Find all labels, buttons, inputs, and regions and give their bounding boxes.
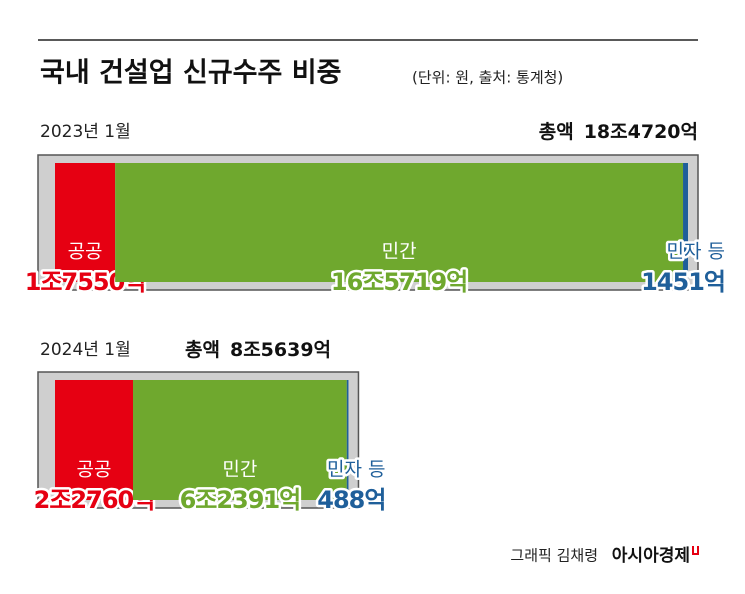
bar-segment [346, 380, 349, 500]
period-label: 2024년 1월 [40, 340, 131, 360]
title: 국내 건설업 신규수주 비중 [40, 58, 341, 89]
credit: 그래픽 김채령 [510, 547, 598, 565]
value-label: 1451억 [641, 268, 725, 296]
value-label: 16조5719억 [331, 268, 467, 296]
value-label: 1조7550억 [25, 268, 146, 296]
total-label: 총액 [539, 121, 574, 143]
value-label: 488억 [317, 486, 385, 514]
total-value: 8조5639억 [230, 339, 331, 361]
bar-segment [115, 163, 684, 282]
segment-name: 민자 등 [667, 241, 725, 263]
total-value: 18조4720억 [584, 121, 698, 143]
value-label: 6조2391억 [180, 486, 301, 514]
total-label: 총액 [185, 339, 220, 361]
segment-name: 민자 등 [327, 459, 385, 481]
bar-segment [683, 163, 688, 282]
brand: 아시아경제 [612, 546, 690, 566]
brand-mark [692, 546, 699, 555]
bar-segment [55, 380, 133, 500]
total: 총액 18조4720억 [539, 121, 698, 143]
segment-name: 민간 [222, 459, 257, 481]
segment-name: 공공 [68, 241, 103, 263]
segment-name: 공공 [77, 459, 112, 481]
bar-segment [55, 163, 116, 282]
total: 총액 8조5639억 [185, 339, 331, 361]
bar-segment [132, 380, 347, 500]
period-label: 2023년 1월 [40, 122, 131, 142]
subtitle: (단위: 원, 출처: 통계청) [412, 69, 563, 87]
segment-name: 민간 [382, 241, 417, 263]
